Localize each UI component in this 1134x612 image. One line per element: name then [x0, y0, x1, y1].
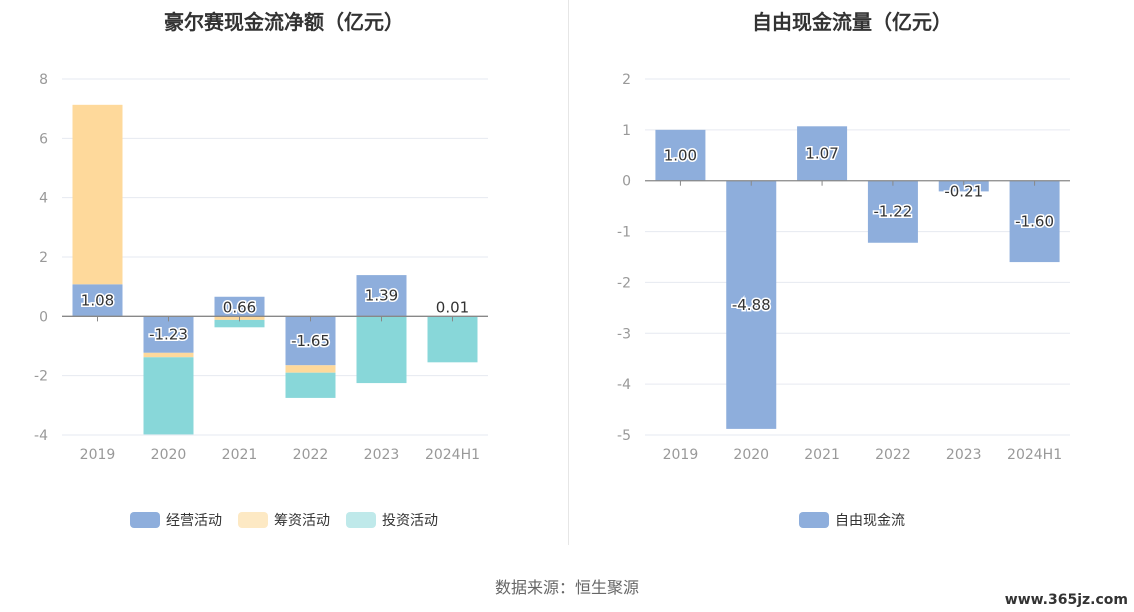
- right-chart-bar: [726, 180, 777, 429]
- left-chart-bar: [214, 296, 265, 317]
- legend-label-investing: 投资活动: [382, 513, 438, 529]
- left-chart-xtick-label: 2020: [151, 447, 187, 463]
- left-chart-bar: [356, 316, 407, 384]
- right-chart-data-label: 1.07: [805, 145, 838, 163]
- left-chart-bar: [427, 316, 478, 363]
- left-chart-bar: [72, 104, 123, 285]
- right-chart-panel: 自由现金流量（亿元） -5 -4 -3 -2 -1 0 1 2 2019 2020 2021 2022…: [570, 0, 1134, 545]
- left-chart-data-label: 0.01: [436, 298, 469, 316]
- legend-label-financing: 筹资活动: [274, 513, 330, 529]
- legend-item-financing[interactable]: 筹资活动: [238, 510, 330, 530]
- left-chart-bar: [143, 352, 194, 358]
- data-source-note: 数据来源：恒生聚源: [494, 578, 639, 597]
- right-chart-bar: [797, 126, 848, 181]
- left-chart-ytick-label: -2: [34, 369, 48, 385]
- right-chart-xtick-label: 2019: [663, 447, 699, 463]
- left-chart-title: 豪尔赛现金流净额（亿元）: [164, 10, 404, 34]
- left-chart-bar: [285, 365, 336, 373]
- right-chart-data-label: 1.00: [664, 146, 697, 164]
- right-chart-data-label: -0.21: [944, 183, 983, 201]
- right-legend: 自由现金流: [570, 510, 1134, 530]
- legend-label-free-cash-flow: 自由现金流: [835, 513, 905, 529]
- right-chart-ytick-label: -4: [617, 377, 631, 393]
- watermark: www.365jz.com: [1004, 592, 1128, 608]
- right-chart-xtick-label: 2020: [733, 447, 769, 463]
- right-chart-bar: [938, 180, 989, 192]
- legend-swatch-investing: [346, 512, 376, 528]
- legend-swatch-free-cash-flow: [799, 512, 829, 528]
- left-chart-data-label: 1.08: [81, 291, 114, 309]
- right-chart-ytick-label: 1: [622, 123, 631, 139]
- right-chart-title: 自由现金流量（亿元）: [752, 10, 952, 34]
- right-chart-data-label: -1.60: [1015, 212, 1054, 230]
- legend-item-operating[interactable]: 经营活动: [130, 510, 222, 530]
- left-chart-panel: 豪尔赛现金流净额（亿元） -4 -2 0 2 4 6 8 2019 2020 2021 2022 20…: [0, 0, 568, 545]
- right-chart-ytick-label: -1: [617, 225, 631, 241]
- left-chart-ytick-label: 6: [39, 131, 48, 147]
- right-chart-ytick-label: -5: [617, 428, 631, 444]
- left-chart-xtick-label: 2022: [293, 447, 329, 463]
- left-chart-ytick-label: 8: [39, 72, 48, 88]
- left-chart-xtick-label: 2019: [80, 447, 116, 463]
- left-chart-ytick-label: 4: [39, 191, 48, 207]
- right-chart-xtick-label: 2024H1: [1007, 447, 1062, 463]
- left-chart-xtick-label: 2021: [222, 447, 258, 463]
- right-chart-bar: [655, 129, 706, 181]
- legend-swatch-operating: [130, 512, 160, 528]
- left-chart-ytick-label: 2: [39, 250, 48, 266]
- right-chart-bar: [867, 180, 918, 243]
- left-chart-data-label: -1.65: [291, 332, 330, 350]
- right-chart-data-label: -4.88: [732, 296, 771, 314]
- left-chart-xtick-label: 2023: [364, 447, 400, 463]
- right-chart-xtick-label: 2021: [804, 447, 840, 463]
- panel-divider: [568, 0, 569, 545]
- left-chart-bar: [72, 284, 123, 317]
- right-chart-data-label: -1.22: [874, 203, 913, 221]
- right-chart-ytick-label: 0: [622, 174, 631, 190]
- left-chart-xtick-label: 2024H1: [425, 447, 480, 463]
- right-chart-svg: -5 -4 -3 -2 -1 0 1 2 2019 2020 2021 2022 2023 2024H1 1…: [617, 72, 1070, 463]
- left-chart-bar: [285, 372, 336, 398]
- right-chart-ytick-label: -3: [617, 326, 631, 342]
- left-chart-ytick-label: -4: [34, 428, 48, 444]
- right-chart-xtick-label: 2022: [875, 447, 911, 463]
- left-legend: 经营活动 筹资活动 投资活动: [0, 510, 568, 530]
- legend-item-free-cash-flow[interactable]: 自由现金流: [799, 510, 905, 530]
- right-chart-ytick-label: 2: [622, 72, 631, 88]
- right-chart-ytick-label: -2: [617, 275, 631, 291]
- legend-swatch-financing: [238, 512, 268, 528]
- left-chart-data-label: -1.23: [149, 326, 188, 344]
- left-chart-bar: [143, 316, 194, 353]
- legend-item-investing[interactable]: 投资活动: [346, 510, 438, 530]
- right-chart-xtick-label: 2023: [946, 447, 982, 463]
- left-chart-bar: [143, 357, 194, 435]
- left-chart-bar: [285, 316, 336, 366]
- left-chart-bar: [214, 319, 265, 328]
- left-chart-ytick-label: 0: [39, 309, 48, 325]
- left-chart-svg: -4 -2 0 2 4 6 8 2019 2020 2021 2022 2023 2024H1 1.08 -…: [34, 72, 488, 463]
- left-chart-data-label: 0.66: [223, 298, 256, 316]
- left-chart-bar: [356, 275, 407, 317]
- left-chart-data-label: 1.39: [365, 287, 398, 305]
- legend-label-operating: 经营活动: [166, 513, 222, 529]
- right-chart-bar: [1009, 180, 1060, 263]
